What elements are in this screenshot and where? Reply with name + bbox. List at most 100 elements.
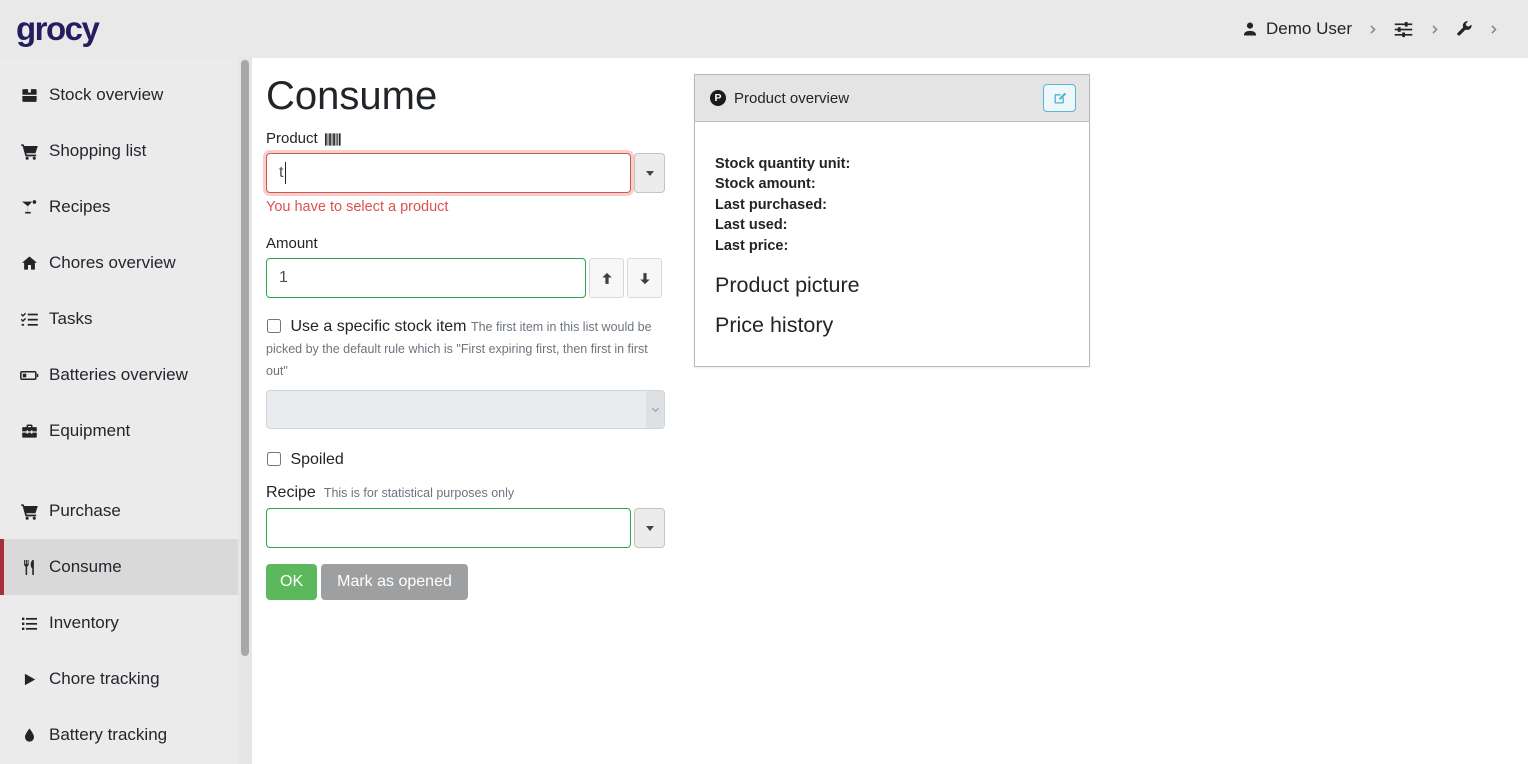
caret-down-icon (645, 170, 654, 176)
text-cursor (285, 162, 286, 184)
sidebar-item-batteries-overview[interactable]: Batteries overview (0, 347, 252, 403)
stock-amount-label: Stock amount: (715, 176, 816, 193)
amount-input[interactable] (266, 258, 586, 298)
user-menu[interactable]: Demo User (1241, 19, 1352, 39)
product-circle-icon: P (710, 90, 726, 106)
product-overview-card: P Product overview Stock quantity unit: … (694, 74, 1090, 368)
product-label: Product (266, 130, 318, 147)
play-icon (20, 671, 39, 688)
list-icon (20, 614, 39, 633)
sidebar-item-label: Purchase (49, 501, 121, 520)
product-overview-title-wrap: P Product overview (710, 90, 849, 107)
last-used-label: Last used: (715, 217, 788, 234)
consume-form: Consume Product You have to select a pro… (266, 58, 665, 600)
droplet-icon (20, 726, 39, 745)
sidebar-item-label: Chore tracking (49, 669, 160, 688)
cocktail-icon (20, 198, 39, 217)
utensils-icon (20, 558, 39, 577)
mark-as-opened-button[interactable]: Mark as opened (321, 564, 468, 600)
product-picture-heading: Product picture (715, 273, 860, 298)
recipe-input[interactable] (266, 508, 631, 548)
sidebar-scrollbar-thumb[interactable] (241, 60, 249, 656)
specific-stock-item-hint: The first item in this list would be pic… (266, 320, 652, 378)
amount-label: Amount (266, 235, 318, 252)
recipe-dropdown-button[interactable] (634, 508, 665, 548)
recipe-hint: This is for statistical purposes only (323, 486, 515, 500)
amount-increase-button[interactable] (589, 258, 624, 298)
chevron-right-icon (1366, 23, 1379, 36)
sidebar-item-label: Recipes (49, 197, 111, 216)
top-navbar: grocy Demo User (0, 0, 1528, 58)
user-icon (1241, 20, 1259, 38)
product-input[interactable] (266, 153, 631, 193)
product-combobox (266, 153, 665, 193)
user-menu-label: Demo User (1266, 19, 1352, 38)
sidebar-item-label: Consume (49, 557, 122, 576)
spoiled-label: Spoiled (290, 451, 344, 468)
sidebar-item-chore-tracking[interactable]: Chore tracking (0, 651, 252, 707)
last-price-label: Last price: (715, 237, 789, 254)
sliders-icon (1393, 19, 1414, 40)
settings-menu[interactable] (1393, 19, 1414, 40)
sidebar: Stock overview Shopping list Recipes Cho… (0, 58, 252, 764)
barcode-icon (324, 132, 342, 146)
sidebar-item-label: Tasks (49, 309, 93, 328)
battery-icon (20, 366, 39, 385)
spoiled-checkbox[interactable] (267, 452, 281, 466)
specific-stock-item-select[interactable] (266, 390, 665, 429)
sidebar-item-label: Batteries overview (49, 365, 188, 384)
product-dropdown-button[interactable] (634, 153, 665, 193)
sidebar-scrollbar-track (238, 58, 252, 764)
last-purchased-label: Last purchased: (715, 196, 827, 213)
sidebar-item-label: Shopping list (49, 141, 147, 160)
sidebar-item-equipment[interactable]: Equipment (0, 403, 252, 459)
sidebar-item-purchase[interactable]: Purchase (0, 483, 252, 539)
specific-stock-item-checkbox[interactable] (267, 319, 281, 333)
sidebar-item-consume[interactable]: Consume (0, 539, 252, 595)
product-error-message: You have to select a product (266, 199, 449, 215)
home-icon (20, 254, 39, 273)
ok-button[interactable]: OK (266, 564, 318, 600)
product-label-row: Product (266, 130, 665, 148)
main-content: Consume Product You have to select a pro… (252, 58, 1528, 764)
sidebar-item-shopping-list[interactable]: Shopping list (0, 123, 252, 179)
amount-decrease-button[interactable] (627, 258, 662, 298)
caret-down-icon (645, 525, 654, 531)
shopping-cart-icon (20, 502, 39, 521)
app-logo[interactable]: grocy (16, 10, 100, 47)
sidebar-item-tasks[interactable]: Tasks (0, 291, 252, 347)
chevron-right-icon (1428, 23, 1441, 36)
navbar-right: Demo User (1241, 19, 1502, 40)
box-icon (20, 86, 39, 105)
recipe-label: Recipe (266, 484, 316, 501)
product-overview-body: Stock quantity unit: Stock amount: Last … (695, 122, 1089, 366)
edit-icon (1054, 92, 1066, 103)
product-overview-header: P Product overview (695, 75, 1089, 122)
tasks-icon (20, 310, 39, 329)
chevron-right-icon (1487, 23, 1500, 36)
sidebar-item-recipes[interactable]: Recipes (0, 179, 252, 235)
admin-menu[interactable] (1455, 20, 1473, 38)
shopping-cart-icon (20, 142, 39, 161)
sidebar-item-label: Stock overview (49, 85, 164, 104)
sidebar-item-battery-tracking[interactable]: Battery tracking (0, 707, 252, 763)
recipe-label-row: Recipe This is for statistical purposes … (266, 483, 665, 503)
spoiled-row: Spoiled (266, 449, 665, 470)
amount-stepper (266, 258, 665, 298)
sidebar-menu: Stock overview Shopping list Recipes Cho… (0, 58, 252, 763)
recipe-combobox (266, 508, 665, 548)
sidebar-item-label: Inventory (49, 613, 119, 632)
edit-product-button[interactable] (1043, 84, 1076, 112)
wrench-icon (1455, 20, 1473, 38)
product-overview-title: Product overview (734, 89, 850, 107)
sidebar-item-inventory[interactable]: Inventory (0, 595, 252, 651)
arrow-down-icon (639, 272, 650, 284)
price-history-heading: Price history (715, 313, 834, 338)
chevron-down-icon (646, 391, 664, 428)
specific-stock-item-row: Use a specific stock item The first item… (266, 316, 665, 382)
sidebar-item-label: Battery tracking (49, 725, 168, 744)
form-actions: OK Mark as opened (266, 564, 665, 600)
sidebar-item-stock-overview[interactable]: Stock overview (0, 67, 252, 123)
sidebar-item-chores-overview[interactable]: Chores overview (0, 235, 252, 291)
sidebar-item-label: Equipment (49, 421, 131, 440)
